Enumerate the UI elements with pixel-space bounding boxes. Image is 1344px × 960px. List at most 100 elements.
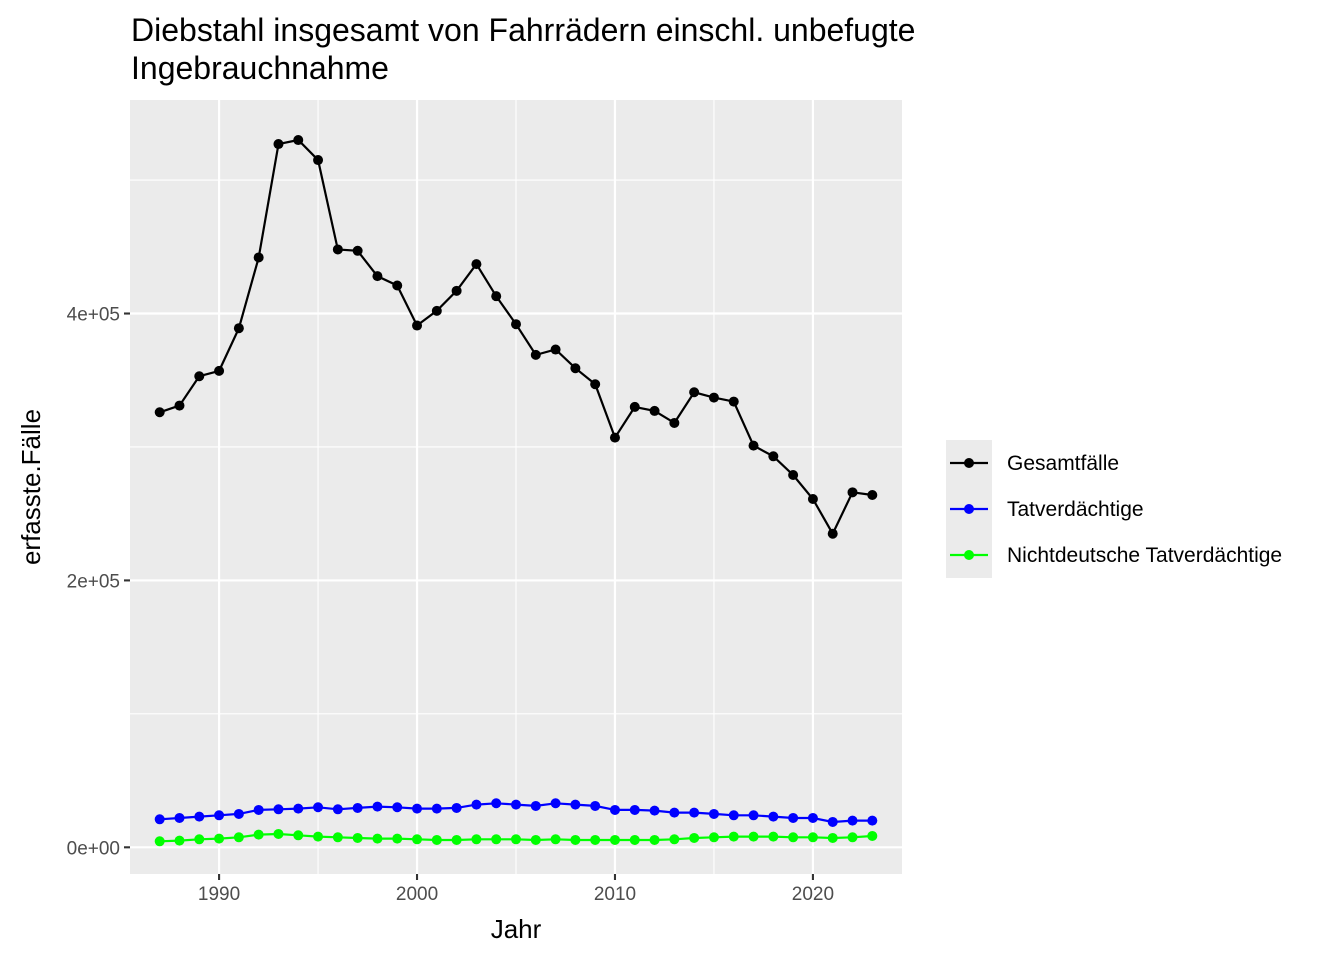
series-1-point: [431, 305, 442, 316]
series-3-point: [451, 834, 462, 845]
series-1-point: [253, 252, 264, 263]
series-2-point: [689, 807, 700, 818]
series-2-point: [609, 804, 620, 815]
legend-label: Gesamtfälle: [1007, 452, 1119, 475]
series-1-point: [689, 387, 700, 398]
series-layer: [154, 135, 878, 847]
series-2-point: [293, 803, 304, 814]
series-1-point: [708, 392, 719, 403]
series-3-point: [827, 832, 838, 843]
series-3-point: [530, 834, 541, 845]
series-2-point: [748, 810, 759, 821]
series-1-point: [669, 417, 680, 428]
series-1-point: [530, 349, 541, 360]
series-1-point: [550, 344, 561, 355]
legend-label: Nichtdeutsche Tatverdächtige: [1007, 544, 1282, 567]
series-3-point: [273, 828, 284, 839]
series-2-point: [253, 804, 264, 815]
series-2-point: [669, 807, 680, 818]
series-3-point: [629, 834, 640, 845]
series-2-point: [451, 802, 462, 813]
y-axis: 0e+00 2e+05 4e+05: [67, 305, 130, 859]
series-3-point: [214, 833, 225, 844]
series-1-point: [451, 285, 462, 296]
series-1-point: [867, 490, 878, 501]
major-gridlines: [130, 100, 902, 874]
series-3-point: [768, 831, 779, 842]
series-1-point: [788, 469, 799, 480]
series-2-point: [827, 816, 838, 827]
series-2-point: [788, 812, 799, 823]
series-2-point: [570, 799, 581, 810]
series-1-point: [748, 440, 759, 451]
series-1-point: [392, 280, 403, 291]
series-3-point: [253, 829, 264, 840]
series-3-point: [154, 836, 165, 847]
series-1-point: [728, 396, 739, 407]
series-2-point: [629, 804, 640, 815]
series-3-point: [471, 834, 482, 845]
series-1-point: [827, 528, 838, 539]
series-2-point: [550, 798, 561, 809]
series-3-point: [570, 834, 581, 845]
series-3-point: [689, 832, 700, 843]
series-1-point: [471, 259, 482, 270]
series-2-point: [431, 803, 442, 814]
series-2-point: [313, 802, 324, 813]
minor-gridlines: [130, 100, 902, 874]
series-2-point: [412, 803, 423, 814]
series-2-point: [392, 802, 403, 813]
series-1-point: [609, 432, 620, 443]
series-1-point: [313, 155, 324, 166]
series-2-point: [530, 800, 541, 811]
x-tick-label: 2000: [396, 884, 438, 905]
series-3-point: [174, 835, 185, 846]
series-2-point: [649, 805, 660, 816]
series-3-point: [807, 832, 818, 843]
x-tick-label: 2010: [594, 884, 636, 905]
series-3-point: [669, 834, 680, 845]
series-3-point: [867, 830, 878, 841]
series-3-point: [847, 832, 858, 843]
series-1-point: [649, 405, 660, 416]
series-3-point: [491, 834, 502, 845]
series-3-point: [748, 831, 759, 842]
series-2-point: [352, 802, 363, 813]
series-2-point: [471, 799, 482, 810]
y-tick-label: 0e+00: [67, 838, 120, 859]
y-tick-label: 4e+05: [67, 305, 120, 326]
series-3-point: [511, 834, 521, 845]
series-3-point: [609, 834, 620, 845]
series-3-point: [233, 832, 244, 843]
series-1-point: [412, 320, 423, 331]
series-1-point: [590, 379, 601, 390]
series-1-point: [154, 407, 165, 418]
series-2-point: [372, 801, 383, 812]
series-3-point: [332, 832, 343, 843]
x-tick-label: 2020: [792, 884, 834, 905]
series-1-point: [629, 401, 640, 412]
series-2-point: [867, 815, 878, 826]
series-2-point: [154, 814, 165, 825]
series-2-point: [590, 800, 601, 811]
series-2-point: [768, 811, 779, 822]
series-3-point: [392, 833, 403, 844]
series-1-point: [233, 323, 244, 334]
legend-key-point: [964, 504, 974, 514]
x-axis-title: Jahr: [491, 914, 542, 944]
series-1-point: [273, 139, 284, 150]
y-tick-label: 2e+05: [67, 571, 120, 592]
legend: Gesamtfälle Tatverdächtige Nichtdeutsche T…: [946, 440, 1282, 578]
series-1-point: [174, 400, 185, 411]
series-1-point: [214, 365, 225, 376]
legend-label: Tatverdächtige: [1007, 498, 1144, 521]
series-1-point: [293, 135, 304, 146]
series-1-point: [511, 319, 521, 330]
chart-title-line-2: Ingebrauchnahme: [131, 50, 389, 86]
series-2-point: [214, 810, 225, 821]
x-tick-label: 1990: [198, 884, 240, 905]
series-2-point: [332, 804, 343, 815]
series-1-point: [194, 371, 205, 382]
series-1-point: [807, 494, 818, 505]
